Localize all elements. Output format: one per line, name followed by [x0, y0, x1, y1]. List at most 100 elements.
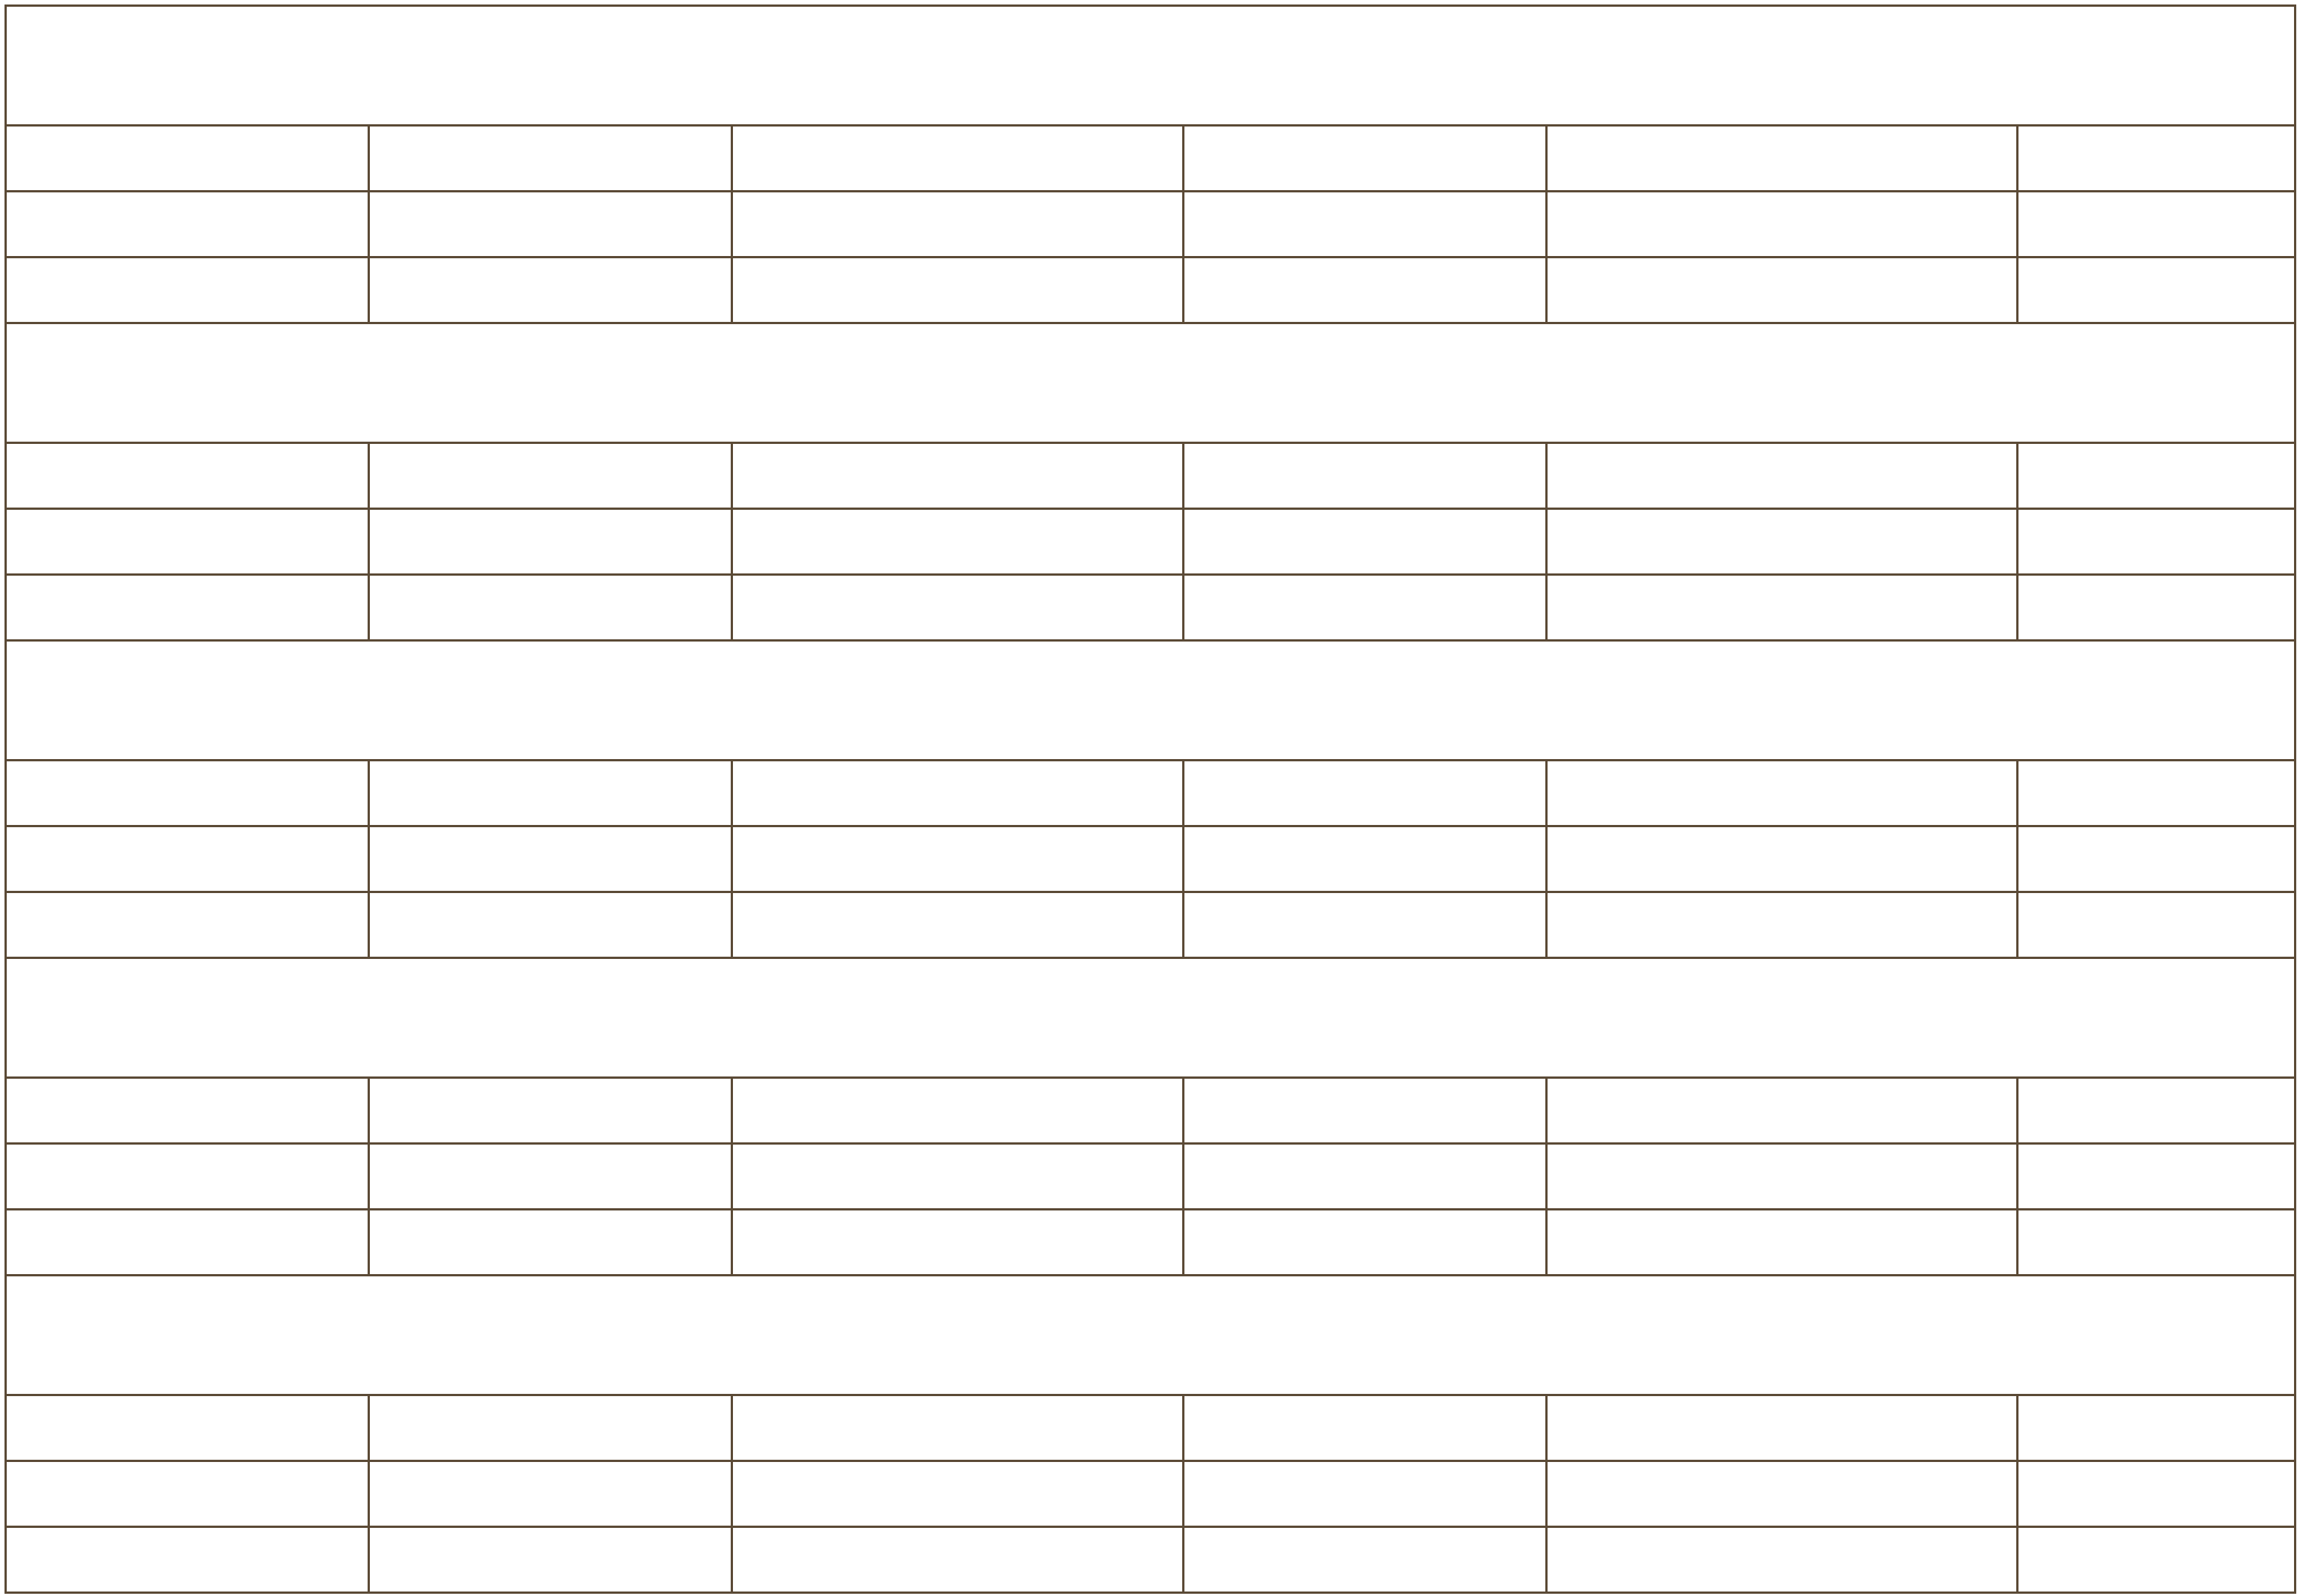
table-cell	[368, 256, 733, 324]
table-cell	[1182, 1460, 1548, 1528]
table-cell	[368, 442, 733, 510]
table-cell	[1545, 825, 2018, 893]
table-cell	[731, 124, 1184, 192]
table-cell	[1545, 124, 2018, 192]
table-cell	[1182, 891, 1548, 959]
table-cell	[4, 1076, 370, 1145]
table-cell	[4, 825, 370, 893]
table-cell	[368, 1460, 733, 1528]
table-row	[4, 1076, 2296, 1145]
table-cell	[1182, 442, 1548, 510]
table-row	[4, 442, 2296, 510]
table-row	[4, 1208, 2296, 1276]
table-cell	[1545, 1208, 2018, 1276]
table-row	[4, 891, 2296, 959]
table-cell	[1545, 256, 2018, 324]
table-cell	[2016, 1076, 2296, 1145]
table-cell	[368, 508, 733, 576]
table-cell	[731, 190, 1184, 258]
empty-grid-table	[4, 4, 2296, 1594]
table-cell	[1545, 1394, 2018, 1462]
table-cell	[368, 1394, 733, 1462]
table-cell	[368, 124, 733, 192]
table-cell	[731, 573, 1184, 642]
table-cell	[4, 759, 370, 827]
table-cell	[1182, 508, 1548, 576]
table-cell	[368, 759, 733, 827]
table-row	[4, 1394, 2296, 1462]
table-cell	[4, 573, 370, 642]
table-cell	[368, 1076, 733, 1145]
table-cell	[731, 1142, 1184, 1210]
table-cell	[368, 891, 733, 959]
table-cell	[4, 1208, 370, 1276]
section-header-row	[4, 4, 2296, 127]
table-cell	[1182, 1526, 1548, 1594]
table-cell	[1545, 1460, 2018, 1528]
table-cell	[4, 1460, 370, 1528]
table-row	[4, 573, 2296, 642]
table-cell	[2016, 256, 2296, 324]
section-header-row	[4, 957, 2296, 1079]
table-cell	[2016, 1208, 2296, 1276]
table-row	[4, 256, 2296, 324]
table-cell	[1182, 573, 1548, 642]
table-cell	[2016, 891, 2296, 959]
section-header-row	[4, 639, 2296, 761]
table-cell	[1545, 508, 2018, 576]
table-cell	[731, 1460, 1184, 1528]
table-cell	[4, 1526, 370, 1594]
table-row	[4, 1460, 2296, 1528]
table-cell	[731, 825, 1184, 893]
table-row	[4, 190, 2296, 258]
table-cell	[1182, 1142, 1548, 1210]
table-cell	[368, 825, 733, 893]
table-row	[4, 1142, 2296, 1210]
table-cell	[731, 1208, 1184, 1276]
table-cell	[731, 1076, 1184, 1145]
section-header-cell	[4, 4, 2296, 127]
table-cell	[2016, 508, 2296, 576]
table-cell	[1545, 1076, 2018, 1145]
section-header-cell	[4, 957, 2296, 1079]
table-cell	[4, 891, 370, 959]
table-cell	[1545, 1526, 2018, 1594]
section-header-cell	[4, 322, 2296, 444]
table-cell	[4, 124, 370, 192]
table-cell	[1182, 759, 1548, 827]
table-cell	[1182, 124, 1548, 192]
table-row	[4, 1526, 2296, 1594]
table-cell	[368, 1142, 733, 1210]
section-header-cell	[4, 639, 2296, 761]
table-row	[4, 124, 2296, 192]
table-cell	[1182, 1076, 1548, 1145]
table-cell	[731, 1526, 1184, 1594]
table-cell	[731, 256, 1184, 324]
table-cell	[4, 442, 370, 510]
table-cell	[2016, 825, 2296, 893]
table-cell	[1182, 256, 1548, 324]
table-cell	[2016, 573, 2296, 642]
section-header-row	[4, 322, 2296, 444]
table-cell	[731, 1394, 1184, 1462]
section-header-cell	[4, 1274, 2296, 1396]
table-cell	[4, 190, 370, 258]
table-cell	[368, 190, 733, 258]
table-cell	[1182, 825, 1548, 893]
table-cell	[1545, 1142, 2018, 1210]
table-row	[4, 759, 2296, 827]
table-cell	[4, 508, 370, 576]
table-cell	[1545, 573, 2018, 642]
table-cell	[2016, 190, 2296, 258]
table-cell	[2016, 442, 2296, 510]
table-cell	[731, 508, 1184, 576]
table-row	[4, 825, 2296, 893]
table-cell	[368, 1208, 733, 1276]
table-cell	[1545, 759, 2018, 827]
table-cell	[1545, 442, 2018, 510]
table-cell	[4, 1142, 370, 1210]
table-cell	[731, 891, 1184, 959]
table-cell	[731, 759, 1184, 827]
table-cell	[2016, 1394, 2296, 1462]
table-cell	[1182, 1208, 1548, 1276]
